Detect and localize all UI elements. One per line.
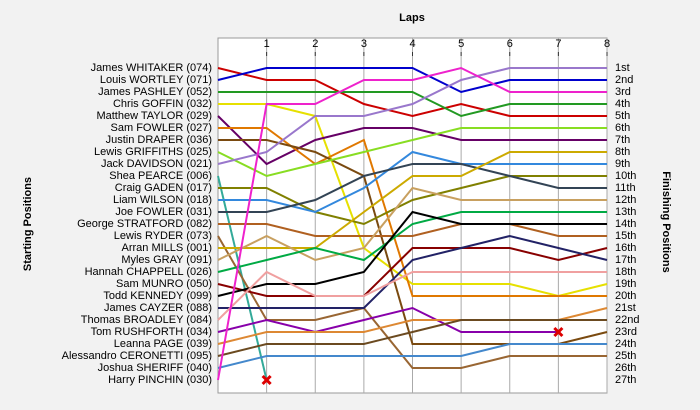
x-tick-label: 7 <box>555 38 561 50</box>
driver-line <box>217 270 607 321</box>
x-tick-label: 4 <box>409 38 415 50</box>
finishing-label: 19th <box>615 278 636 290</box>
driver-line <box>218 234 608 309</box>
driver-line <box>217 211 607 273</box>
driver-line <box>217 67 607 118</box>
driver-line <box>217 67 607 165</box>
driver-line <box>217 235 607 369</box>
retirement-marker <box>261 374 272 386</box>
finishing-label: 24th <box>615 338 636 350</box>
driver-line <box>218 223 607 237</box>
driver-line <box>217 127 607 178</box>
finishing-label: 3rd <box>615 86 631 98</box>
x-axis-label: Laps <box>399 12 425 24</box>
driver-label: Justin DRAPER (036) <box>106 134 212 146</box>
driver-label: Chris GOFFIN (032) <box>113 98 212 110</box>
driver-label: Louis WORTLEY (071) <box>100 74 212 86</box>
driver-label: Craig GADEN (017) <box>115 182 212 194</box>
x-tick-label: 6 <box>507 38 513 50</box>
driver-label: Thomas BROADLEY (084) <box>81 314 212 326</box>
x-tick-label: 2 <box>312 38 318 50</box>
driver-label: Tom RUSHFORTH (034) <box>91 326 212 338</box>
driver-label: Leanna PAGE (039) <box>114 338 212 350</box>
driver-line <box>217 343 607 369</box>
x-tick-label: 1 <box>264 38 270 50</box>
finishing-label: 11th <box>615 182 636 194</box>
driver-line <box>218 150 607 214</box>
finishing-label: 5th <box>615 110 630 122</box>
finishing-label: 12th <box>615 194 636 206</box>
driver-label: Todd KENNEDY (099) <box>103 290 212 302</box>
driver-label: Sam MUNRO (050) <box>116 278 212 290</box>
finishing-label: 17th <box>615 254 636 266</box>
driver-line <box>217 306 559 334</box>
finishing-label: 18th <box>615 266 636 278</box>
driver-line <box>218 151 607 249</box>
finishing-label: 13th <box>615 206 636 218</box>
finishing-label: 9th <box>615 158 630 170</box>
driver-label: Lewis GRIFFITHS (025) <box>94 146 212 158</box>
driver-label: Matthew TAYLOR (029) <box>96 110 212 122</box>
driver-label: Sam FOWLER (027) <box>111 122 212 134</box>
driver-line <box>217 210 607 297</box>
finishing-label: 25th <box>615 350 636 362</box>
driver-label: Jack DAVIDSON (021) <box>101 158 212 170</box>
driver-line <box>218 163 607 213</box>
driver-label: James CAYZER (088) <box>104 302 212 314</box>
finishing-label: 8th <box>615 146 630 158</box>
finishing-label: 26th <box>615 362 636 374</box>
driver-line <box>218 91 607 118</box>
finishing-label: 4th <box>615 98 630 110</box>
driver-label: Alessandro CERONETTI (095) <box>62 350 212 362</box>
finishing-label: 14th <box>615 218 636 230</box>
finishing-label: 1st <box>615 62 630 74</box>
driver-line <box>217 115 607 166</box>
finishing-label: 22nd <box>615 314 639 326</box>
driver-line <box>218 175 607 226</box>
driver-label: Shea PEARCE (006) <box>109 170 212 182</box>
x-tick-label: 3 <box>361 38 367 50</box>
driver-line <box>217 247 608 297</box>
finishing-label: 10th <box>615 170 636 182</box>
finishing-label: 21st <box>615 302 636 314</box>
driver-label: Arran MILLS (001) <box>122 242 212 254</box>
y-axis-label: Starting Positions <box>22 177 34 271</box>
driver-line <box>217 66 607 381</box>
driver-label: Myles GRAY (091) <box>121 254 212 266</box>
driver-label: Lewis RYDER (073) <box>114 230 212 242</box>
finishing-label: 6th <box>615 122 630 134</box>
finishing-label: 27th <box>615 374 636 386</box>
driver-label: James PASHLEY (052) <box>98 86 212 98</box>
x-tick-label: 5 <box>458 38 464 50</box>
driver-label: Harry PINCHIN (030) <box>108 374 212 386</box>
driver-line <box>217 67 607 94</box>
driver-label: Hannah CHAPPELL (026) <box>85 266 212 278</box>
finishing-label: 7th <box>615 134 630 146</box>
finishing-label: 15th <box>615 230 636 242</box>
driver-label: Liam WILSON (018) <box>113 194 212 206</box>
driver-line <box>217 319 607 357</box>
driver-label: Joshua SHERIFF (040) <box>98 362 212 374</box>
driver-label: Joe FOWLER (031) <box>115 206 212 218</box>
driver-line <box>217 186 607 262</box>
y2-axis-label: Finishing Positions <box>660 171 672 272</box>
finishing-label: 2nd <box>615 74 633 86</box>
retirement-marker <box>553 326 564 338</box>
finishing-label: 20th <box>615 290 636 302</box>
finishing-label: 16th <box>615 242 636 254</box>
driver-label: George STRATFORD (082) <box>77 218 212 230</box>
driver-label: James WHITAKER (074) <box>91 62 212 74</box>
driver-line <box>218 103 608 298</box>
finishing-label: 23rd <box>615 326 637 338</box>
x-tick-label: 8 <box>604 38 610 50</box>
